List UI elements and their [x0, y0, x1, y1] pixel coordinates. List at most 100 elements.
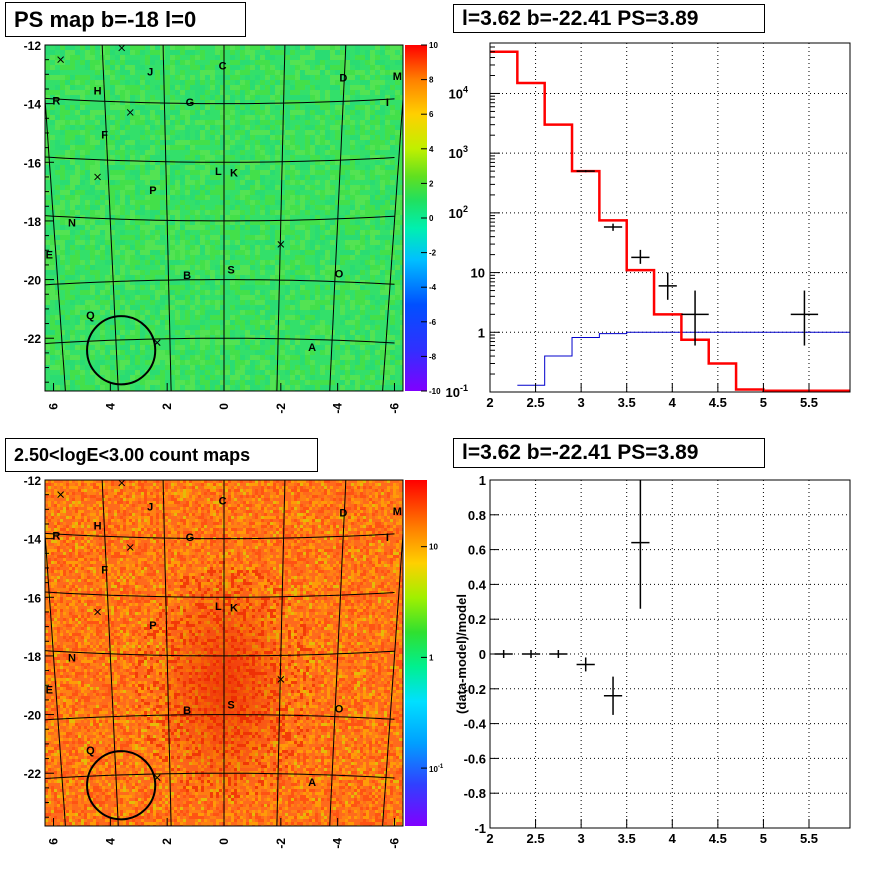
- map-pixel: [123, 480, 126, 483]
- map-pixel: [190, 150, 195, 155]
- map-pixel: [99, 534, 102, 537]
- map-pixel: [250, 335, 255, 340]
- map-pixel: [135, 335, 140, 340]
- map-pixel: [205, 260, 210, 265]
- map-pixel: [160, 210, 165, 215]
- map-pixel: [78, 525, 81, 528]
- map-pixel: [245, 235, 250, 240]
- map-pixel: [144, 495, 147, 498]
- map-pixel: [135, 498, 138, 501]
- map-pixel: [175, 50, 180, 55]
- map-pixel: [129, 510, 132, 513]
- map-pixel: [330, 190, 335, 195]
- map-pixel: [330, 160, 335, 165]
- map-pixel: [55, 195, 60, 200]
- map-pixel: [85, 365, 90, 370]
- map-pixel: [400, 260, 403, 265]
- map-pixel: [276, 489, 279, 492]
- map-pixel: [240, 380, 245, 385]
- map-pixel: [140, 270, 145, 275]
- map-pixel: [150, 325, 155, 330]
- map-pixel: [220, 215, 225, 220]
- map-pixel: [370, 335, 375, 340]
- map-pixel: [245, 175, 250, 180]
- map-pixel: [288, 519, 291, 522]
- map-pixel: [285, 215, 290, 220]
- map-pixel: [135, 370, 140, 375]
- map-pixel: [395, 125, 400, 130]
- map-pixel: [375, 375, 380, 380]
- map-pixel: [99, 498, 102, 501]
- map-pixel: [270, 480, 273, 483]
- map-pixel: [267, 504, 270, 507]
- map-pixel: [355, 100, 360, 105]
- map-pixel: [54, 519, 57, 522]
- map-pixel: [160, 320, 165, 325]
- map-pixel: [175, 205, 180, 210]
- map-pixel: [355, 270, 360, 275]
- map-pixel: [355, 250, 360, 255]
- map-pixel: [75, 210, 80, 215]
- map-pixel: [153, 501, 156, 504]
- map-pixel: [138, 522, 141, 525]
- map-pixel: [80, 170, 85, 175]
- map-pixel: [330, 305, 335, 310]
- map-pixel: [295, 115, 300, 120]
- map-pixel: [65, 270, 70, 275]
- map-pixel: [330, 365, 335, 370]
- map-pixel: [60, 483, 63, 486]
- map-pixel: [135, 340, 140, 345]
- map-pixel: [240, 516, 243, 519]
- map-pixel: [65, 135, 70, 140]
- map-pixel: [240, 170, 245, 175]
- map-pixel: [135, 295, 140, 300]
- map-pixel: [144, 519, 147, 522]
- map-pixel: [200, 85, 205, 90]
- map-pixel: [80, 155, 85, 160]
- map-pixel: [315, 160, 320, 165]
- map-pixel: [55, 285, 60, 290]
- map-pixel: [120, 483, 123, 486]
- map-pixel: [234, 519, 237, 522]
- map-pixel: [228, 513, 231, 516]
- map-pixel: [51, 519, 54, 522]
- map-pixel: [378, 495, 381, 498]
- map-pixel: [219, 534, 222, 537]
- map-pixel: [180, 380, 185, 385]
- map-pixel: [174, 483, 177, 486]
- parallel-line: [45, 215, 395, 222]
- map-pixel: [340, 340, 345, 345]
- map-pixel: [135, 489, 138, 492]
- map-pixel: [213, 528, 216, 531]
- map-pixel: [105, 486, 108, 489]
- map-pixel: [264, 522, 267, 525]
- map-pixel: [189, 480, 192, 483]
- map-pixel: [153, 516, 156, 519]
- map-pixel: [141, 507, 144, 510]
- map-pixel: [183, 516, 186, 519]
- map-pixel: [279, 519, 282, 522]
- map-pixel: [360, 245, 365, 250]
- map-pixel: [125, 320, 130, 325]
- map-pixel: [45, 335, 50, 340]
- map-pixel: [168, 534, 171, 537]
- map-pixel: [110, 250, 115, 255]
- map-pixel: [105, 90, 110, 95]
- map-pixel: [177, 501, 180, 504]
- map-pixel: [315, 534, 318, 537]
- map-pixel: [320, 220, 325, 225]
- map-pixel: [297, 501, 300, 504]
- map-pixel: [255, 85, 260, 90]
- map-pixel: [330, 175, 335, 180]
- map-pixel: [228, 510, 231, 513]
- map-pixel: [150, 155, 155, 160]
- map-pixel: [110, 65, 115, 70]
- map-pixel: [45, 220, 50, 225]
- map-pixel: [400, 195, 403, 200]
- map-pixel: [365, 200, 370, 205]
- map-pixel: [300, 85, 305, 90]
- map-pixel: [325, 190, 330, 195]
- map-pixel: [320, 270, 325, 275]
- map-pixel: [80, 320, 85, 325]
- map-pixel: [310, 150, 315, 155]
